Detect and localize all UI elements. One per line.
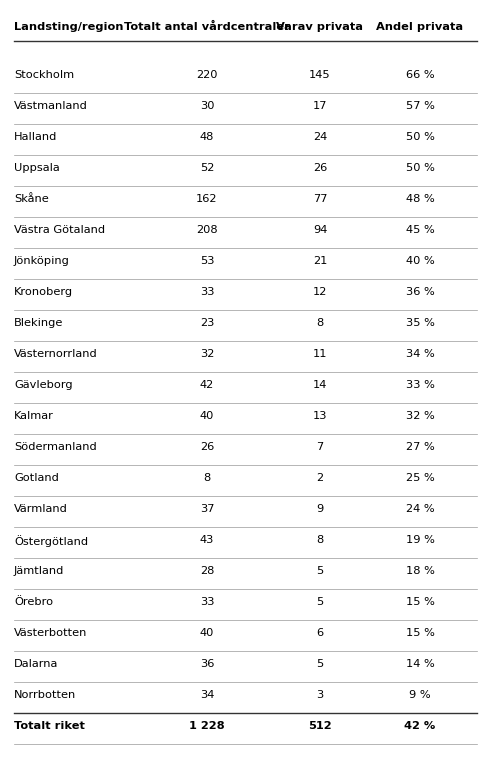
Text: Dalarna: Dalarna bbox=[14, 659, 58, 669]
Text: 3: 3 bbox=[316, 690, 324, 700]
Text: 94: 94 bbox=[313, 225, 327, 235]
Text: Stockholm: Stockholm bbox=[14, 70, 74, 80]
Text: 30: 30 bbox=[200, 101, 214, 111]
Text: 12: 12 bbox=[313, 287, 327, 297]
Text: 5: 5 bbox=[316, 566, 324, 576]
Text: 8: 8 bbox=[316, 535, 324, 545]
Text: 42 %: 42 % bbox=[405, 721, 436, 731]
Text: 52: 52 bbox=[200, 163, 214, 173]
Text: 35 %: 35 % bbox=[406, 318, 435, 328]
Text: 6: 6 bbox=[316, 628, 324, 638]
Text: 43: 43 bbox=[200, 535, 214, 545]
Text: 45 %: 45 % bbox=[406, 225, 435, 235]
Text: 7: 7 bbox=[316, 442, 324, 452]
Text: 18 %: 18 % bbox=[406, 566, 435, 576]
Text: Gävleborg: Gävleborg bbox=[14, 380, 73, 390]
Text: 24 %: 24 % bbox=[406, 504, 435, 514]
Text: 21: 21 bbox=[313, 256, 327, 266]
Text: 34: 34 bbox=[200, 690, 214, 700]
Text: 5: 5 bbox=[316, 597, 324, 607]
Text: Jämtland: Jämtland bbox=[14, 566, 64, 576]
Text: 11: 11 bbox=[313, 349, 327, 359]
Text: 27 %: 27 % bbox=[406, 442, 435, 452]
Text: 53: 53 bbox=[200, 256, 214, 266]
Text: 48: 48 bbox=[200, 132, 214, 142]
Text: 162: 162 bbox=[196, 194, 218, 204]
Text: Kalmar: Kalmar bbox=[14, 411, 54, 421]
Text: Västernorrland: Västernorrland bbox=[14, 349, 98, 359]
Text: 9: 9 bbox=[316, 504, 324, 514]
Text: 9 %: 9 % bbox=[409, 690, 431, 700]
Text: Södermanland: Södermanland bbox=[14, 442, 97, 452]
Text: Jönköping: Jönköping bbox=[14, 256, 70, 266]
Text: 25 %: 25 % bbox=[406, 473, 435, 483]
Text: Västmanland: Västmanland bbox=[14, 101, 88, 111]
Text: 34 %: 34 % bbox=[406, 349, 435, 359]
Text: 33 %: 33 % bbox=[406, 380, 435, 390]
Text: 33: 33 bbox=[200, 287, 214, 297]
Text: Halland: Halland bbox=[14, 132, 57, 142]
Text: Östergötland: Östergötland bbox=[14, 535, 88, 547]
Text: 8: 8 bbox=[203, 473, 211, 483]
Text: 77: 77 bbox=[313, 194, 327, 204]
Text: 208: 208 bbox=[196, 225, 218, 235]
Text: 14: 14 bbox=[313, 380, 327, 390]
Text: 2: 2 bbox=[316, 473, 324, 483]
Text: 220: 220 bbox=[196, 70, 218, 80]
Text: Blekinge: Blekinge bbox=[14, 318, 63, 328]
Text: 17: 17 bbox=[313, 101, 327, 111]
Text: 8: 8 bbox=[316, 318, 324, 328]
Text: 145: 145 bbox=[309, 70, 331, 80]
Text: 40 %: 40 % bbox=[406, 256, 435, 266]
Text: Örebro: Örebro bbox=[14, 597, 53, 607]
Text: 33: 33 bbox=[200, 597, 214, 607]
Text: 26: 26 bbox=[313, 163, 327, 173]
Text: 15 %: 15 % bbox=[406, 628, 435, 638]
Text: 24: 24 bbox=[313, 132, 327, 142]
Text: 13: 13 bbox=[313, 411, 327, 421]
Text: 50 %: 50 % bbox=[406, 132, 435, 142]
Text: Skåne: Skåne bbox=[14, 194, 49, 204]
Text: Västerbotten: Västerbotten bbox=[14, 628, 87, 638]
Text: 50 %: 50 % bbox=[406, 163, 435, 173]
Text: 37: 37 bbox=[200, 504, 214, 514]
Text: 14 %: 14 % bbox=[406, 659, 435, 669]
Text: Kronoberg: Kronoberg bbox=[14, 287, 73, 297]
Text: Värmland: Värmland bbox=[14, 504, 68, 514]
Text: Gotland: Gotland bbox=[14, 473, 59, 483]
Text: 23: 23 bbox=[200, 318, 214, 328]
Text: 28: 28 bbox=[200, 566, 214, 576]
Text: 66 %: 66 % bbox=[406, 70, 435, 80]
Text: 57 %: 57 % bbox=[406, 101, 435, 111]
Text: Västra Götaland: Västra Götaland bbox=[14, 225, 105, 235]
Text: 32 %: 32 % bbox=[406, 411, 435, 421]
Text: Totalt riket: Totalt riket bbox=[14, 721, 85, 731]
Text: Uppsala: Uppsala bbox=[14, 163, 60, 173]
Text: 36 %: 36 % bbox=[406, 287, 435, 297]
Text: 5: 5 bbox=[316, 659, 324, 669]
Text: 48 %: 48 % bbox=[406, 194, 435, 204]
Text: 19 %: 19 % bbox=[406, 535, 435, 545]
Text: Varav privata: Varav privata bbox=[276, 22, 363, 32]
Text: 1 228: 1 228 bbox=[189, 721, 225, 731]
Text: 40: 40 bbox=[200, 628, 214, 638]
Text: 36: 36 bbox=[200, 659, 214, 669]
Text: Totalt antal vårdcentraler: Totalt antal vårdcentraler bbox=[124, 22, 290, 32]
Text: Landsting/region: Landsting/region bbox=[14, 22, 124, 32]
Text: 512: 512 bbox=[308, 721, 332, 731]
Text: 40: 40 bbox=[200, 411, 214, 421]
Text: 32: 32 bbox=[200, 349, 214, 359]
Text: 42: 42 bbox=[200, 380, 214, 390]
Text: 26: 26 bbox=[200, 442, 214, 452]
Text: 15 %: 15 % bbox=[406, 597, 435, 607]
Text: Andel privata: Andel privata bbox=[377, 22, 464, 32]
Text: Norrbotten: Norrbotten bbox=[14, 690, 76, 700]
